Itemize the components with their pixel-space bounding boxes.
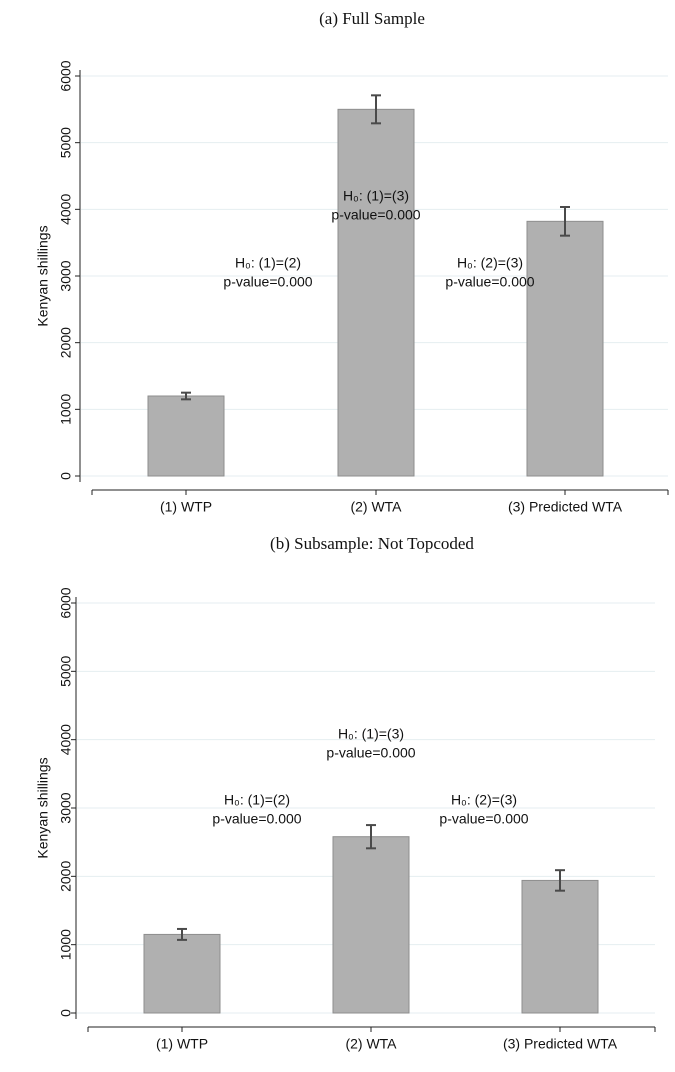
annotation: H₀: (2)=(3) (451, 792, 517, 808)
y-tick-label: 1000 (58, 394, 74, 425)
annotation: H₀: (1)=(2) (224, 792, 290, 808)
annotation: H₀: (2)=(3) (457, 255, 523, 271)
annotation: p-value=0.000 (223, 274, 312, 290)
error-bar (560, 206, 570, 237)
y-tick-label: 4000 (58, 724, 74, 755)
y-tick-label: 2000 (58, 861, 74, 892)
annotation: p-value=0.000 (439, 811, 528, 827)
annotation: p-value=0.000 (212, 811, 301, 827)
y-tick-label: 3000 (58, 260, 74, 291)
y-tick-label: 5000 (58, 127, 74, 158)
bar (332, 836, 410, 1014)
chart-title: (b) Subsample: Not Topcoded (270, 534, 474, 553)
x-tick-label: (1) WTP (156, 1036, 208, 1052)
y-tick-label: 4000 (58, 194, 74, 225)
annotation: H₀: (1)=(3) (338, 726, 404, 742)
y-tick-label: 1000 (58, 929, 74, 960)
bar (147, 395, 225, 477)
y-tick-label: 3000 (58, 792, 74, 823)
annotation: H₀: (1)=(3) (343, 188, 409, 204)
annotation: p-value=0.000 (445, 274, 534, 290)
bar (337, 108, 415, 477)
error-bar (371, 94, 381, 125)
error-bar (181, 391, 191, 401)
error-bar (366, 824, 376, 850)
x-tick-label: (2) WTA (350, 499, 402, 515)
annotation: p-value=0.000 (326, 745, 415, 761)
x-tick-label: (2) WTA (345, 1036, 397, 1052)
bar (526, 220, 604, 477)
y-tick-label: 6000 (58, 587, 74, 618)
bar (143, 933, 221, 1014)
error-bar (177, 927, 187, 941)
y-tick-label: 2000 (58, 327, 74, 358)
y-tick-label: 6000 (58, 60, 74, 91)
error-bar (555, 869, 565, 892)
chart-title: (a) Full Sample (319, 9, 425, 28)
x-tick-label: (3) Predicted WTA (508, 499, 623, 515)
x-tick-label: (3) Predicted WTA (503, 1036, 618, 1052)
bar (521, 879, 599, 1014)
y-tick-label: 0 (58, 1009, 74, 1017)
annotation: p-value=0.000 (331, 207, 420, 223)
y-axis-label: Kenyan shillings (35, 757, 51, 858)
annotation: H₀: (1)=(2) (235, 255, 301, 271)
y-tick-label: 5000 (58, 656, 74, 687)
y-axis-label: Kenyan shillings (35, 225, 51, 326)
y-tick-label: 0 (58, 472, 74, 480)
x-tick-label: (1) WTP (160, 499, 212, 515)
